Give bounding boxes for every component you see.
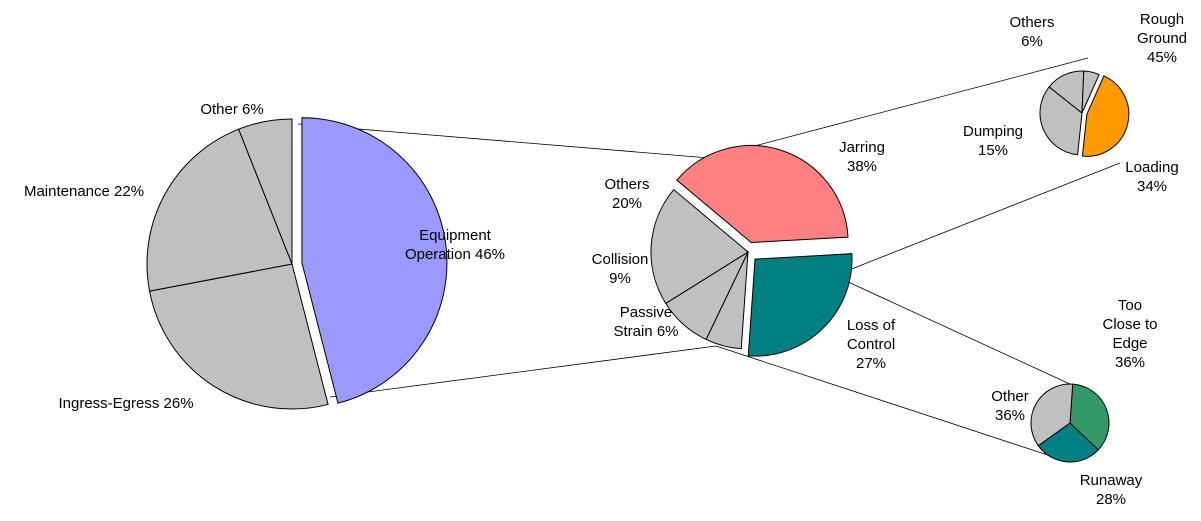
label-loss-of-control-27: Loss of Control 27% [847, 317, 896, 372]
connector-line-4 [848, 162, 1121, 271]
slice-maintenance-22 [146, 128, 293, 292]
connector-line-5 [845, 280, 1073, 386]
connector-line-6 [715, 345, 1067, 462]
connector-line-2 [329, 345, 717, 398]
slice-rough-ground-45 [1081, 75, 1130, 157]
label-passive-strain-6: Passive Strain 6% [613, 304, 678, 340]
slice-other-36 [1030, 383, 1074, 447]
label-ingress-egress-26: Ingress-Egress 26% [58, 395, 193, 412]
slice-others-20 [650, 188, 749, 305]
label-jarring-38: Jarring 38% [839, 139, 885, 175]
slice-loss-of-control-27 [747, 253, 853, 357]
connector-line-3 [708, 57, 1089, 159]
label-maintenance-22: Maintenance 22% [24, 183, 144, 200]
label-rough-ground-45: Rough Ground 45% [1137, 11, 1187, 66]
slice-equipment-operation-46 [301, 117, 448, 404]
slice-labels: Equipment Operation 46% Ingress-Egress 26%… [24, 11, 1187, 508]
slice-other-6 [237, 118, 293, 265]
slice-ingress-egress-26 [148, 263, 329, 410]
connector-lines [297, 57, 1121, 462]
label-runaway-28: Runaway 28% [1080, 472, 1143, 508]
slice-loading-34 [1039, 86, 1083, 156]
slice-runaway-28 [1037, 422, 1099, 463]
label-others-6: Others 6% [1009, 14, 1054, 50]
label-collision-9: Collision 9% [592, 251, 649, 287]
label-other-36: Other 36% [991, 388, 1029, 424]
label-loading-34: Loading 34% [1125, 159, 1178, 195]
connector-line-1 [297, 123, 710, 159]
label-other-6: Other 6% [200, 101, 263, 118]
slice-too-close-to-edge-36 [1069, 383, 1110, 451]
label-others-20: Others 20% [604, 176, 649, 212]
label-equipment-operation-46: Equipment Operation 46% [405, 227, 505, 263]
slice-others-6 [1081, 70, 1100, 114]
label-too-close-to-edge-36: Too Close to Edge 36% [1102, 297, 1157, 371]
label-dumping-15: Dumping 15% [963, 123, 1023, 159]
pie-slices [146, 70, 1130, 463]
slice-jarring-38 [676, 145, 849, 244]
